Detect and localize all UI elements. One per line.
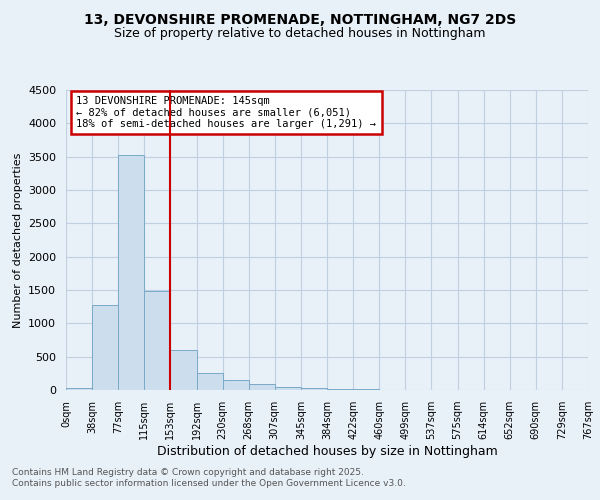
Text: 13 DEVONSHIRE PROMENADE: 145sqm
← 82% of detached houses are smaller (6,051)
18%: 13 DEVONSHIRE PROMENADE: 145sqm ← 82% of…	[76, 96, 376, 129]
Bar	[118, 154, 145, 390]
Bar	[66, 388, 92, 390]
Bar	[92, 306, 118, 390]
Y-axis label: Number of detached properties: Number of detached properties	[13, 152, 23, 328]
Text: Size of property relative to detached houses in Nottingham: Size of property relative to detached ho…	[114, 28, 486, 40]
Bar	[275, 386, 301, 390]
Bar	[197, 373, 223, 390]
Text: Contains HM Land Registry data © Crown copyright and database right 2025.
Contai: Contains HM Land Registry data © Crown c…	[12, 468, 406, 487]
Bar	[249, 384, 275, 390]
Bar	[223, 380, 249, 390]
Bar	[301, 388, 327, 390]
Text: 13, DEVONSHIRE PROMENADE, NOTTINGHAM, NG7 2DS: 13, DEVONSHIRE PROMENADE, NOTTINGHAM, NG…	[84, 12, 516, 26]
X-axis label: Distribution of detached houses by size in Nottingham: Distribution of detached houses by size …	[157, 445, 497, 458]
Bar	[170, 350, 197, 390]
Bar	[327, 388, 353, 390]
Bar	[145, 290, 170, 390]
